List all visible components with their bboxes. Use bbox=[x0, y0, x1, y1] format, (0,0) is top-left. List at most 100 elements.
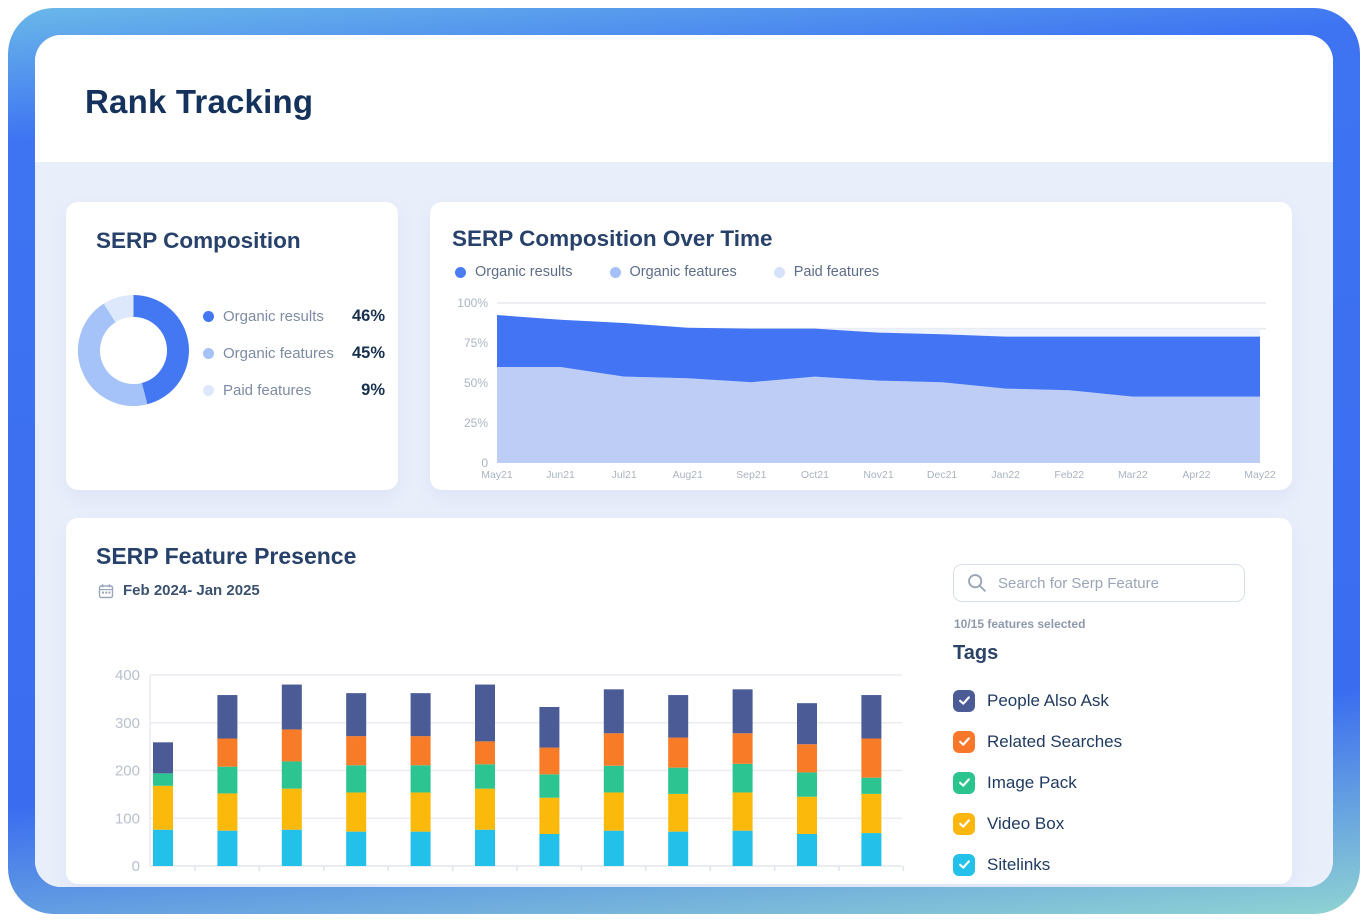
bar-segment bbox=[861, 738, 882, 778]
svg-text:300: 300 bbox=[115, 715, 140, 732]
svg-text:Oct21: Oct21 bbox=[801, 469, 829, 481]
calendar-icon bbox=[98, 583, 114, 598]
serp-composition-donut-chart bbox=[78, 295, 189, 406]
tag-row-image-pack[interactable]: Image Pack bbox=[953, 762, 1253, 803]
donut-legend-row: Organic results 46% bbox=[203, 298, 385, 335]
bar-segment bbox=[475, 684, 495, 742]
bar-segment bbox=[410, 831, 431, 866]
bar-segment bbox=[797, 744, 817, 773]
tag-row-video-box[interactable]: Video Box bbox=[953, 803, 1253, 844]
legend-label: Paid features bbox=[223, 382, 312, 399]
serp-composition-title: SERP Composition bbox=[96, 228, 301, 253]
serp-over-time-area-chart: 0 25% 50% 75% 100% May21 Jun21 Jul21 Aug21 Sep21 O… bbox=[457, 296, 1276, 481]
bar-segment bbox=[603, 792, 624, 831]
svg-text:400: 400 bbox=[115, 667, 140, 684]
tag-label: People Also Ask bbox=[987, 690, 1109, 710]
donut-legend-row: Organic features 45% bbox=[203, 335, 385, 372]
legend-dot bbox=[203, 348, 214, 359]
serp-over-time-legend: Organic results Organic features Paid feat… bbox=[455, 264, 916, 280]
tag-label: Video Box bbox=[987, 813, 1065, 833]
serp-feature-presence-title: SERP Feature Presence bbox=[96, 543, 357, 569]
tag-row-sitelinks[interactable]: Sitelinks bbox=[953, 844, 1253, 885]
bar-segment bbox=[346, 736, 367, 766]
bar-segment bbox=[475, 788, 495, 830]
tag-row-people-also-ask[interactable]: People Also Ask bbox=[953, 680, 1253, 721]
donut-segment-paid-features bbox=[103, 295, 135, 323]
svg-text:0: 0 bbox=[481, 456, 488, 470]
bar-segment bbox=[732, 689, 753, 734]
bar-segment bbox=[217, 830, 238, 866]
svg-text:100%: 100% bbox=[457, 296, 488, 310]
legend-item-organic-results[interactable]: Organic results bbox=[455, 264, 573, 280]
checkbox-checked-icon[interactable] bbox=[953, 812, 975, 835]
tag-label: Image Pack bbox=[987, 772, 1077, 792]
legend-label: Organic results bbox=[475, 264, 573, 280]
bar-segment bbox=[861, 793, 882, 834]
bar-segment bbox=[410, 765, 431, 793]
bar-segment bbox=[668, 831, 689, 866]
bar-segment bbox=[410, 736, 431, 766]
bar-segment bbox=[346, 792, 367, 832]
legend-item-paid-features[interactable]: Paid features bbox=[773, 264, 879, 280]
date-range-text: Feb 2024- Jan 2025 bbox=[123, 582, 260, 599]
bar-segment bbox=[475, 741, 495, 765]
tag-row-related-searches[interactable]: Related Searches bbox=[953, 721, 1253, 762]
bar-segment bbox=[797, 834, 817, 866]
bar-segment bbox=[475, 764, 495, 789]
feature-search-box[interactable] bbox=[953, 564, 1245, 602]
serp-feature-presence-card: SERP Feature Presence Feb 2024- Jan 2025… bbox=[66, 518, 1292, 884]
bar-segment bbox=[603, 830, 624, 866]
serp-feature-presence-bar-chart: 0 100 200 300 400 bbox=[115, 667, 905, 875]
svg-text:200: 200 bbox=[115, 763, 140, 780]
bar-segment bbox=[153, 785, 173, 830]
bar-segment bbox=[668, 793, 689, 832]
feature-search-input[interactable] bbox=[998, 574, 1232, 592]
bar-segment bbox=[668, 767, 689, 794]
bar-segment bbox=[217, 766, 238, 794]
bar-segment bbox=[410, 792, 431, 832]
bar-segment bbox=[153, 773, 173, 786]
checkbox-checked-icon[interactable] bbox=[953, 689, 975, 712]
svg-text:Jan22: Jan22 bbox=[991, 469, 1020, 481]
serp-composition-legend: Organic results 46% Organic features 45% Pai… bbox=[203, 298, 385, 409]
bar-segment bbox=[217, 738, 238, 767]
svg-text:Feb22: Feb22 bbox=[1054, 469, 1084, 481]
legend-label: Organic features bbox=[223, 345, 334, 362]
legend-dot bbox=[609, 266, 621, 278]
bar-segment bbox=[732, 763, 753, 793]
bar-segment bbox=[732, 830, 753, 866]
svg-text:50%: 50% bbox=[464, 376, 488, 390]
bar-segment bbox=[217, 793, 238, 831]
svg-text:Jun21: Jun21 bbox=[546, 469, 575, 481]
gradient-frame: Rank Tracking SERP Composition Organic r… bbox=[8, 8, 1360, 914]
bar-segment bbox=[797, 796, 817, 835]
checkbox-checked-icon[interactable] bbox=[953, 853, 975, 876]
serp-over-time-title: SERP Composition Over Time bbox=[452, 226, 773, 251]
legend-item-organic-features[interactable]: Organic features bbox=[609, 264, 737, 280]
donut-legend-row: Paid features 9% bbox=[203, 372, 385, 409]
bar-segment bbox=[603, 733, 624, 766]
bar-segment bbox=[153, 742, 173, 774]
bar-segment bbox=[861, 777, 882, 794]
bar-segment bbox=[346, 693, 367, 737]
svg-text:100: 100 bbox=[115, 810, 140, 827]
svg-text:Dec21: Dec21 bbox=[927, 469, 958, 481]
bar-segment bbox=[668, 695, 689, 738]
serp-composition-card: SERP Composition Organic results 46% Organ… bbox=[66, 202, 398, 490]
checkbox-checked-icon[interactable] bbox=[953, 771, 975, 794]
window-header: Rank Tracking bbox=[35, 35, 1333, 162]
svg-text:25%: 25% bbox=[464, 416, 488, 430]
bar-segment bbox=[797, 772, 817, 797]
date-range-selector[interactable]: Feb 2024- Jan 2025 bbox=[98, 582, 260, 599]
bar-segment bbox=[281, 829, 302, 866]
svg-text:Jul21: Jul21 bbox=[612, 469, 637, 481]
legend-dot bbox=[203, 311, 214, 322]
legend-label: Organic features bbox=[629, 264, 737, 280]
svg-text:Apr22: Apr22 bbox=[1182, 469, 1210, 481]
serp-over-time-card: SERP Composition Over Time Organic resul… bbox=[430, 202, 1292, 490]
bar-segment bbox=[539, 797, 560, 835]
bar-segment bbox=[732, 733, 753, 764]
donut-segment-organic-results bbox=[132, 295, 189, 405]
checkbox-checked-icon[interactable] bbox=[953, 730, 975, 753]
tags-list: People Also Ask Related Searches Image Pac… bbox=[953, 680, 1253, 885]
